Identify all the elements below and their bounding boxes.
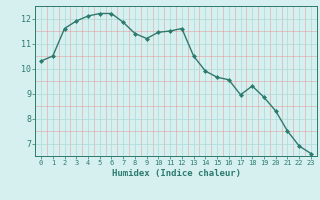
X-axis label: Humidex (Indice chaleur): Humidex (Indice chaleur) <box>111 169 241 178</box>
